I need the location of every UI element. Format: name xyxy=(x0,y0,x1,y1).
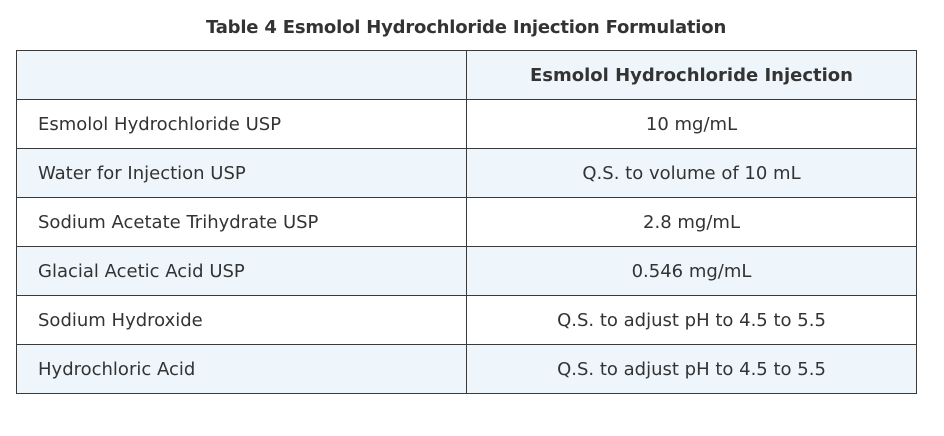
ingredient-cell: Glacial Acetic Acid USP xyxy=(16,246,467,296)
amount-cell: 2.8 mg/mL xyxy=(466,197,917,247)
table-row: Glacial Acetic Acid USP 0.546 mg/mL xyxy=(16,246,917,296)
amount-cell: 10 mg/mL xyxy=(466,99,917,149)
ingredient-cell: Sodium Hydroxide xyxy=(16,295,467,345)
ingredient-cell: Water for Injection USP xyxy=(16,148,467,198)
ingredient-cell: Sodium Acetate Trihydrate USP xyxy=(16,197,467,247)
header-cell-blank xyxy=(16,50,467,100)
formulation-table: Esmolol Hydrochloride Injection Esmolol … xyxy=(16,50,917,394)
amount-cell: Q.S. to volume of 10 mL xyxy=(466,148,917,198)
table-row: Esmolol Hydrochloride USP 10 mg/mL xyxy=(16,99,917,149)
header-cell-product: Esmolol Hydrochloride Injection xyxy=(466,50,917,100)
ingredient-cell: Hydrochloric Acid xyxy=(16,344,467,394)
amount-cell: 0.546 mg/mL xyxy=(466,246,917,296)
table-caption: Table 4 Esmolol Hydrochloride Injection … xyxy=(205,17,727,38)
table-row: Hydrochloric Acid Q.S. to adjust pH to 4… xyxy=(16,344,917,394)
ingredient-cell: Esmolol Hydrochloride USP xyxy=(16,99,467,149)
amount-cell: Q.S. to adjust pH to 4.5 to 5.5 xyxy=(466,295,917,345)
table-row: Sodium Hydroxide Q.S. to adjust pH to 4.… xyxy=(16,295,917,345)
table-row: Sodium Acetate Trihydrate USP 2.8 mg/mL xyxy=(16,197,917,247)
amount-cell: Q.S. to adjust pH to 4.5 to 5.5 xyxy=(466,344,917,394)
table-header-row: Esmolol Hydrochloride Injection xyxy=(16,50,917,100)
table-row: Water for Injection USP Q.S. to volume o… xyxy=(16,148,917,198)
